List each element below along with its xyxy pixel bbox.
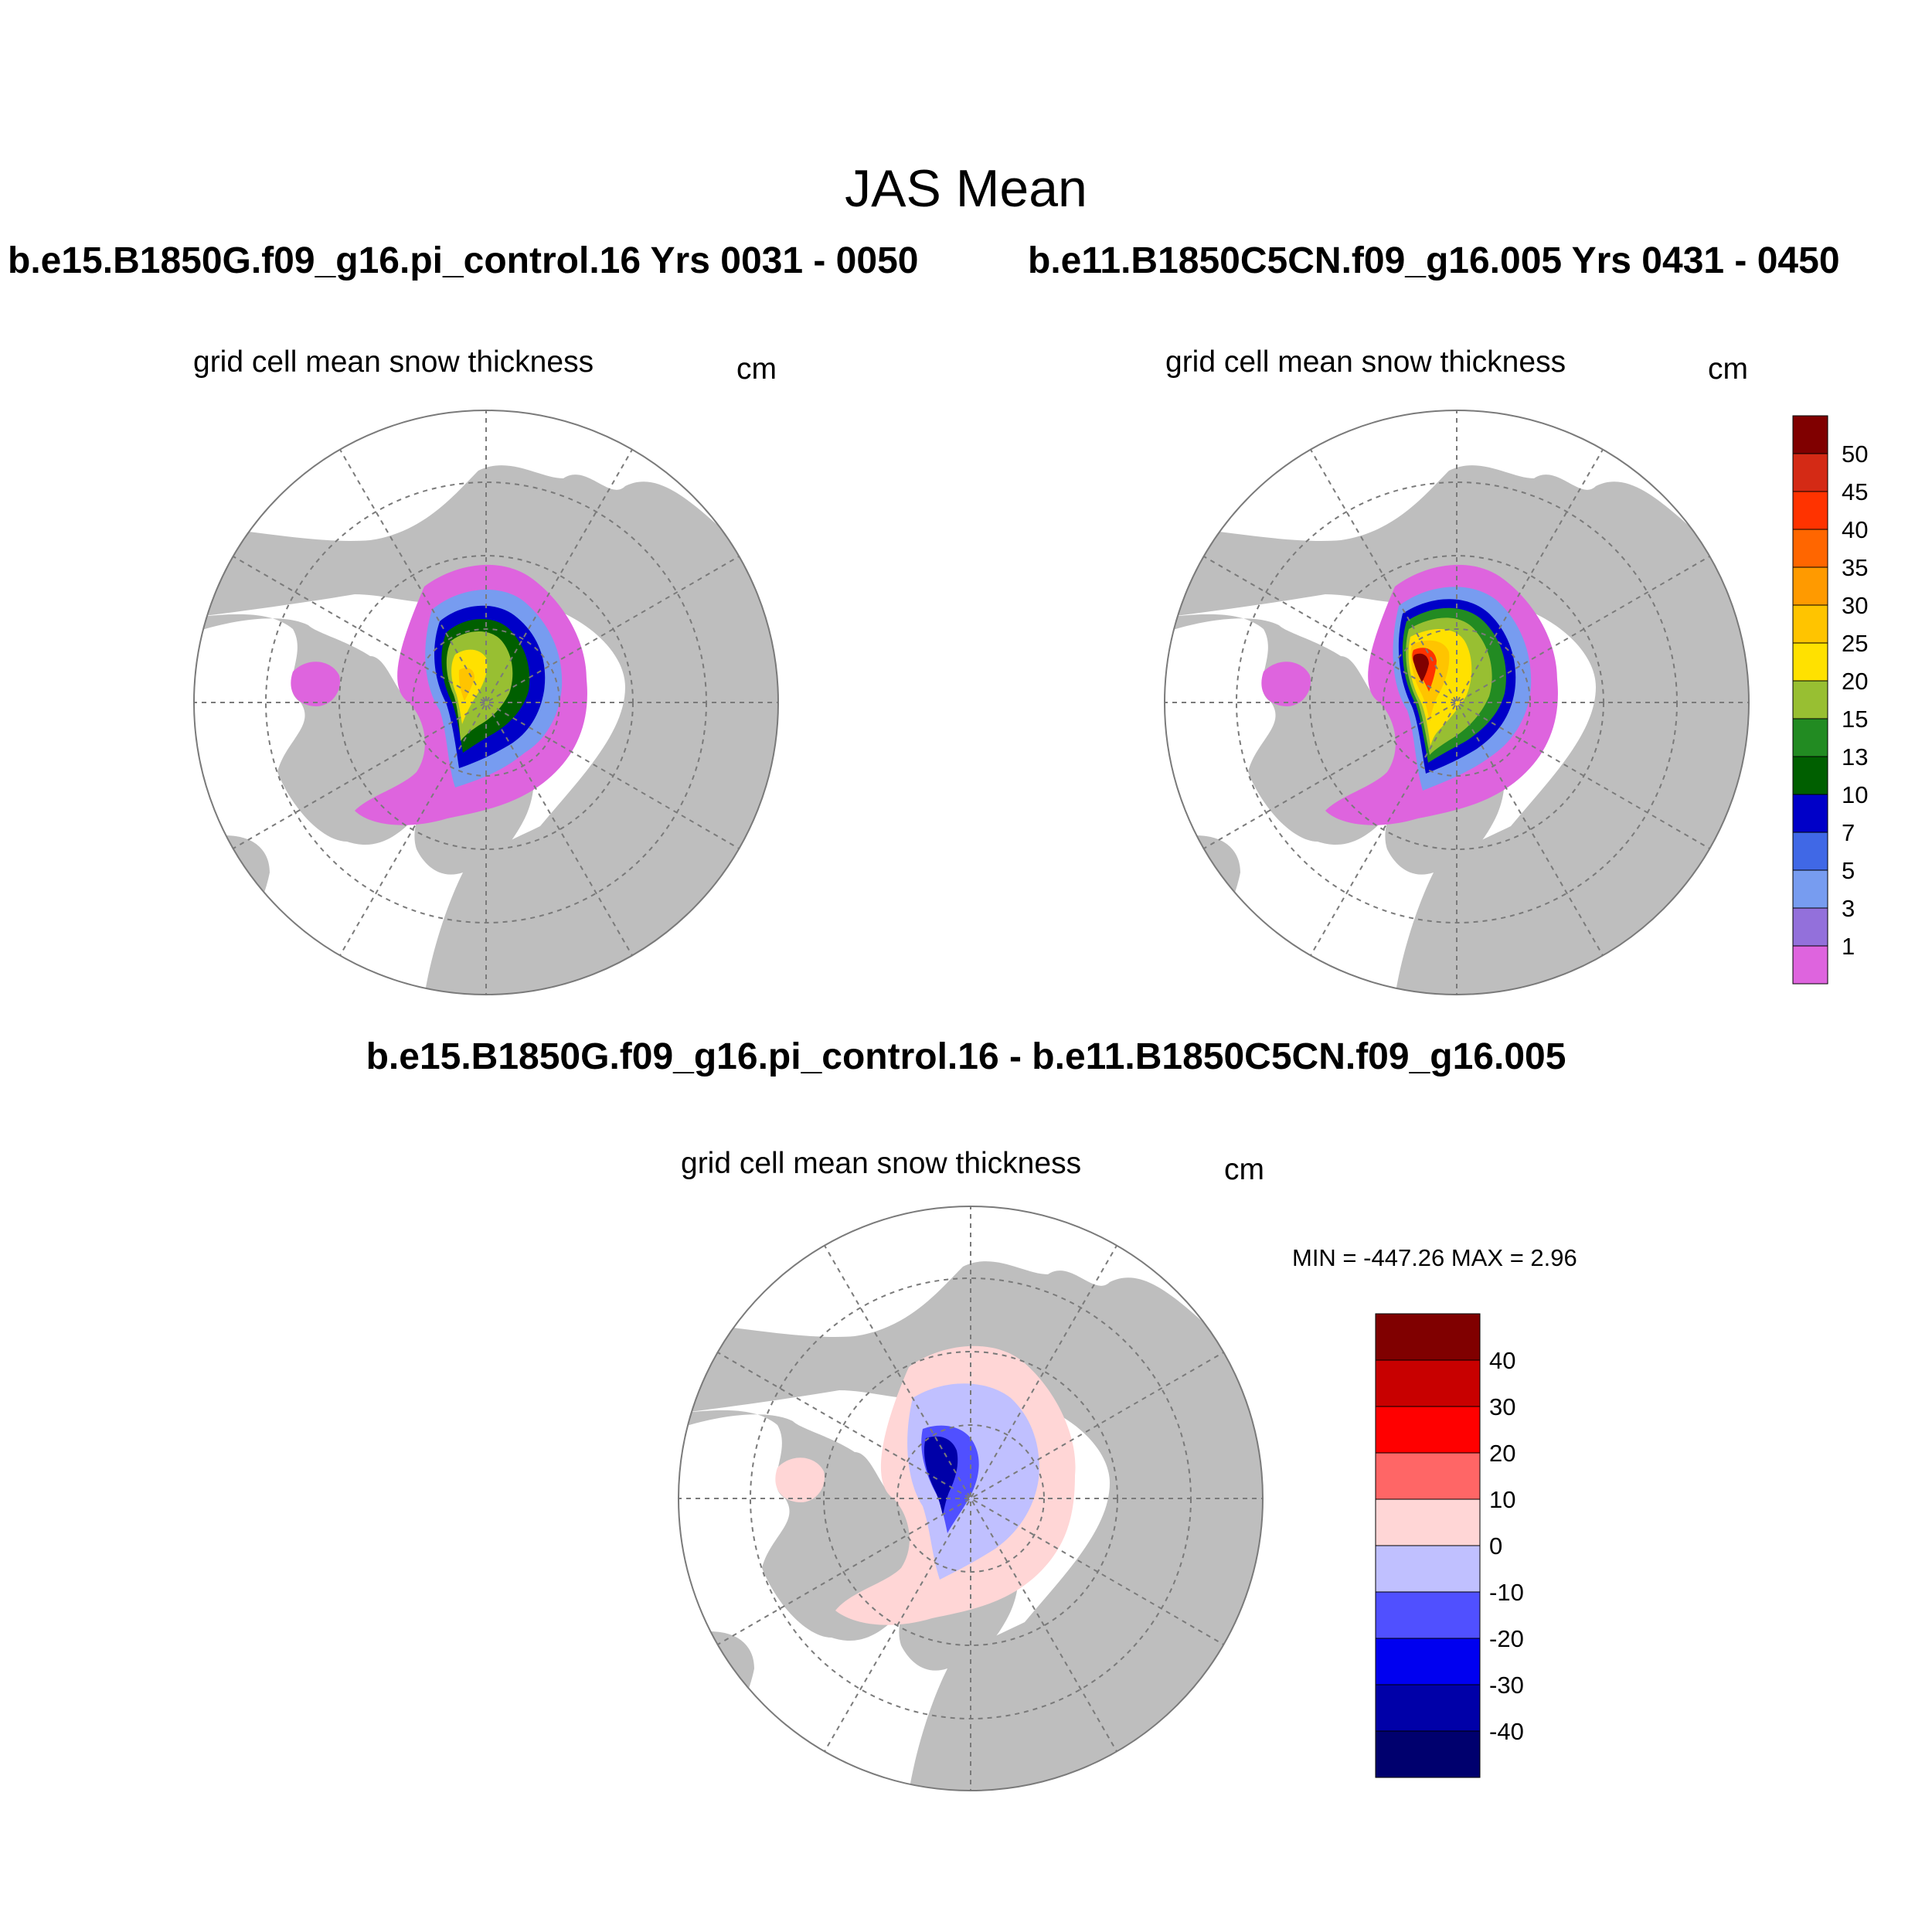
colorbar-tick-label: 10 [1842,781,1868,808]
colorbar-box [1792,945,1828,985]
colorbar-tick-label: 50 [1842,440,1868,468]
colorbar-box [1792,794,1828,833]
ice-band-50 [1413,653,1429,682]
map-border [193,410,779,995]
colorbar-box [1375,1591,1481,1639]
colorbar-box [1375,1313,1481,1361]
diff-band-neg20-40 [923,1436,958,1515]
colorbar-tick-label: 13 [1842,743,1868,770]
colorbar-tick-label: 45 [1842,478,1868,505]
hudson-bay-ice [291,662,340,706]
graticule [679,1206,1263,1791]
left-panel-title: b.e15.B1850G.f09_g16.pi_control.16 Yrs 0… [8,240,919,281]
colorbar-tick-label: 30 [1842,592,1868,619]
colorbar-box [1792,415,1828,454]
left-units-label: cm [736,352,777,386]
colorbar-box [1375,1498,1481,1546]
colorbar-box [1375,1359,1481,1407]
hudson-bay-diff [775,1458,825,1502]
colorbar-tick-label: 3 [1842,895,1855,922]
colorbar-box [1792,756,1828,795]
colorbar-tick-label: -40 [1489,1718,1524,1745]
colorbar-box [1375,1638,1481,1685]
colorbar-box [1792,491,1828,530]
colorbar-tick-label: 20 [1842,668,1868,695]
diff-polar-map [678,1206,1264,1791]
left-field-label: grid cell mean snow thickness [193,345,594,379]
colorbar-box [1375,1684,1481,1732]
colorbar-box [1792,566,1828,606]
land-eurasia [1165,465,1749,995]
colorbar-tick-label: 10 [1489,1486,1515,1513]
land-eurasia [679,1261,1263,1791]
colorbar-box [1792,453,1828,492]
colorbar-box [1792,604,1828,644]
land-eurasia [194,465,778,995]
colorbar-box [1792,718,1828,757]
diff-units-label: cm [1224,1153,1264,1186]
hudson-bay-ice [1261,662,1311,706]
colorbar-tick-label: 20 [1489,1440,1515,1467]
colorbar-tick-label: 40 [1842,516,1868,543]
colorbar-tick-label: 40 [1489,1347,1515,1374]
colorbar-tick-label: 5 [1842,857,1855,884]
diff-min-max-label: MIN = -447.26 MAX = 2.96 [1292,1244,1577,1271]
left-polar-map [193,410,779,995]
colorbar-tick-label: -20 [1489,1625,1524,1652]
colorbar-box [1375,1545,1481,1593]
colorbar-box [1375,1452,1481,1500]
colorbar-tick-label: -10 [1489,1579,1524,1606]
colorbar-tick-label: 15 [1842,706,1868,733]
colorbar-tick-label: 35 [1842,554,1868,581]
diff-panel-title: b.e15.B1850G.f09_g16.pi_control.16 - b.e… [366,1036,1566,1077]
graticule [1165,410,1749,995]
colorbar-tick-label: 30 [1489,1393,1515,1420]
right-units-label: cm [1708,352,1748,386]
map-border [1164,410,1750,995]
colorbar-box [1792,642,1828,682]
right-field-label: grid cell mean snow thickness [1165,345,1566,379]
colorbar-box [1792,832,1828,871]
colorbar-box [1792,869,1828,909]
diff-colorbar: -40 -30 -20 -10 0 10 20 30 40 [1375,1313,1524,1778]
right-panel-title: b.e11.B1850C5CN.f09_g16.005 Yrs 0431 - 0… [1028,240,1840,281]
colorbar-box [1375,1406,1481,1454]
colorbar-box [1792,529,1828,568]
colorbar-box [1792,907,1828,947]
colorbar-tick-label: 7 [1842,819,1855,846]
figure-title: JAS Mean [845,159,1087,218]
map-border [678,1206,1264,1791]
colorbar-box [1792,680,1828,719]
colorbar-tick-label: 1 [1842,933,1855,960]
colorbar-tick-label: 0 [1489,1532,1502,1560]
diff-field-label: grid cell mean snow thickness [681,1147,1082,1180]
right-polar-map [1164,410,1750,995]
colorbar-tick-label: 25 [1842,630,1868,657]
graticule [194,410,778,995]
colorbar-tick-label: -30 [1489,1672,1524,1699]
colorbar-box [1375,1730,1481,1778]
